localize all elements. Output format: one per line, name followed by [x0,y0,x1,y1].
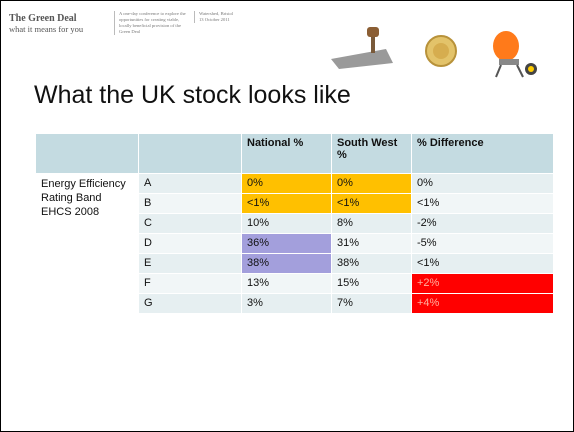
coin-icon [425,35,457,67]
row: G 3% 7% +4% [36,293,554,314]
cell: 38% [241,253,332,274]
row-group: Energy Efficiency Rating Band EHCS 2008 [35,173,139,314]
cell: F [138,273,242,294]
brand-title: The Green Deal [9,13,77,24]
cell: -5% [411,233,554,254]
cell: 31% [331,233,412,254]
cell: A [138,173,242,194]
cell: 3% [241,293,332,314]
cell: 7% [331,293,412,314]
row: C 10% 8% -2% [36,213,554,234]
cell: 0% [331,173,412,194]
venue: Watershed, Bristol [199,11,234,16]
row: F 13% 15% +2% [36,273,554,294]
cell: 15% [331,273,412,294]
cell: 38% [331,253,412,274]
cell: <1% [241,193,332,214]
header-cell: National % [241,133,332,174]
cell: B [138,193,242,214]
cell: <1% [411,193,554,214]
cell: 0% [241,173,332,194]
cell: C [138,213,242,234]
icons [331,27,537,78]
mixer-icon [493,31,537,78]
row: E 38% 38% <1% [36,253,554,274]
header-row: National % South West % % Difference [35,133,554,174]
cell: 0% [411,173,554,194]
cell: -2% [411,213,554,234]
header-cell: % Difference [411,133,554,174]
row: D 36% 31% -5% [36,233,554,254]
row: Energy Efficiency Rating Band EHCS 2008 … [35,173,554,314]
brand: The Green Deal what it means for you [9,13,83,34]
cell: <1% [331,193,412,214]
header-cell [138,133,242,174]
slide-title: What the UK stock looks like [34,81,351,109]
date: 13 October 2011 [199,17,230,22]
cell: G [138,293,242,314]
data-table: National % South West % % Difference Ene… [35,133,554,314]
cell: +2% [411,273,554,294]
cell: 13% [241,273,332,294]
venue-block: Watershed, Bristol 13 October 2011 [194,11,269,23]
description: A one-day conference to explore the oppo… [114,11,189,35]
cell: 8% [331,213,412,234]
cell: <1% [411,253,554,274]
header-cell [35,133,139,174]
cell: 36% [241,233,332,254]
cell: +4% [411,293,554,314]
header-cell: South West % [331,133,412,174]
cell: D [138,233,242,254]
cell: 10% [241,213,332,234]
brand-subtitle: what it means for you [9,24,84,34]
trowel-icon [331,27,393,69]
cell: E [138,253,242,274]
